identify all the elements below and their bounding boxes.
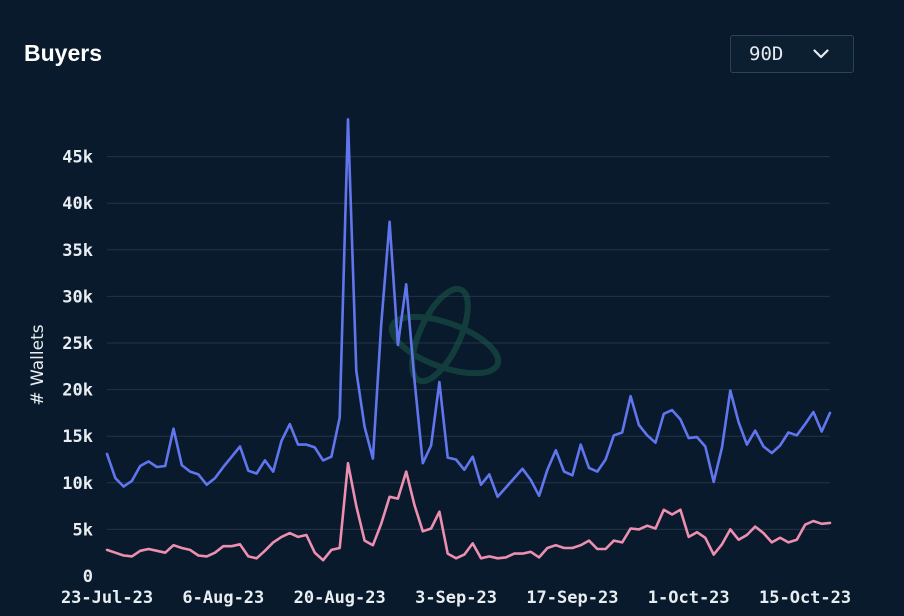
y-tick-label: 35k [62,241,93,261]
y-tick-label: 5k [73,520,93,540]
x-tick-label: 6-Aug-23 [182,588,264,608]
y-tick-label: 25k [62,334,93,354]
watermark-logo [388,285,502,385]
series-line [105,118,832,499]
y-tick-label: 0 [83,567,93,587]
y-axis-ticks: 0 5k 10k 15k 20k 25k 30k 35k 40k 45k [62,148,93,587]
x-tick-label: 15-Oct-23 [759,588,851,608]
y-tick-label: 20k [62,381,93,401]
time-range-dropdown[interactable]: 90D [730,35,854,73]
x-tick-label: 3-Sep-23 [415,588,497,608]
y-tick-label: 10k [62,474,93,494]
x-tick-label: 17-Sep-23 [526,588,618,608]
gridlines [107,156,830,530]
x-tick-label: 23-Jul-23 [61,588,153,608]
x-tick-label: 20-Aug-23 [294,588,386,608]
y-tick-label: 30k [62,287,93,307]
y-tick-label: 45k [62,148,93,168]
chart-title: Buyers [24,40,102,66]
y-axis-label: # Wallets [28,324,48,405]
x-tick-label: 1-Oct-23 [648,588,730,608]
series-line [105,461,832,562]
x-axis-ticks: 23-Jul-23 6-Aug-23 20-Aug-23 3-Sep-23 17-Sep… [61,588,851,608]
y-tick-label: 15k [62,427,93,447]
time-range-value: 90D [749,43,784,65]
y-tick-label: 40k [62,194,93,214]
chevron-down-icon [813,49,829,59]
series-lines [105,118,832,562]
